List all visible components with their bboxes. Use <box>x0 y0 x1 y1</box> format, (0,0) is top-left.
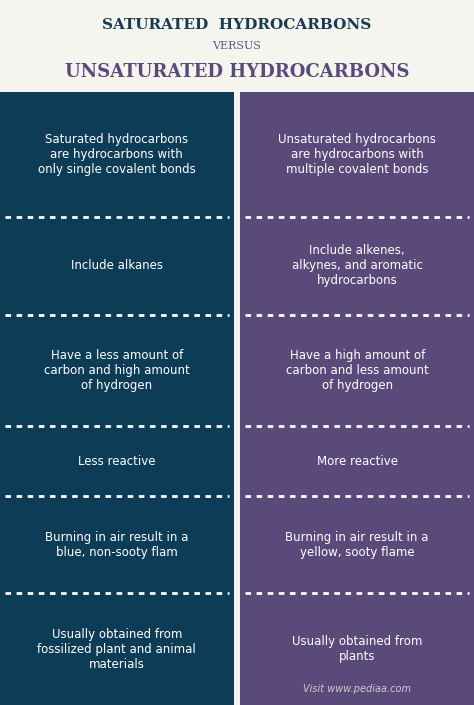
Text: Visit www.pediaa.com: Visit www.pediaa.com <box>303 685 411 694</box>
Text: Unsaturated hydrocarbons
are hydrocarbons with
multiple covalent bonds: Unsaturated hydrocarbons are hydrocarbon… <box>278 133 436 176</box>
Text: SATURATED  HYDROCARBONS: SATURATED HYDROCARBONS <box>102 18 372 32</box>
FancyBboxPatch shape <box>240 92 474 217</box>
Text: Less reactive: Less reactive <box>78 455 155 467</box>
Text: Saturated hydrocarbons
are hydrocarbons with
only single covalent bonds: Saturated hydrocarbons are hydrocarbons … <box>38 133 196 176</box>
FancyBboxPatch shape <box>0 427 234 496</box>
FancyBboxPatch shape <box>0 594 234 705</box>
Text: Include alkenes,
alkynes, and aromatic
hydrocarbons: Include alkenes, alkynes, and aromatic h… <box>292 245 423 288</box>
Text: Usually obtained from
plants: Usually obtained from plants <box>292 635 422 663</box>
Text: UNSATURATED HYDROCARBONS: UNSATURATED HYDROCARBONS <box>65 63 409 81</box>
FancyBboxPatch shape <box>240 594 474 705</box>
Text: VERSUS: VERSUS <box>212 41 262 51</box>
Text: Have a less amount of
carbon and high amount
of hydrogen: Have a less amount of carbon and high am… <box>44 349 190 392</box>
Text: Burning in air result in a
blue, non-sooty flam: Burning in air result in a blue, non-soo… <box>45 531 189 558</box>
FancyBboxPatch shape <box>0 92 234 217</box>
Text: Include alkanes: Include alkanes <box>71 259 163 272</box>
FancyBboxPatch shape <box>0 496 234 594</box>
FancyBboxPatch shape <box>240 427 474 496</box>
FancyBboxPatch shape <box>0 217 234 314</box>
Text: More reactive: More reactive <box>317 455 398 467</box>
FancyBboxPatch shape <box>240 314 474 427</box>
FancyBboxPatch shape <box>0 314 234 427</box>
Text: Have a high amount of
carbon and less amount
of hydrogen: Have a high amount of carbon and less am… <box>286 349 428 392</box>
Text: Burning in air result in a
yellow, sooty flame: Burning in air result in a yellow, sooty… <box>285 531 429 558</box>
FancyBboxPatch shape <box>240 217 474 314</box>
FancyBboxPatch shape <box>240 496 474 594</box>
Text: Usually obtained from
fossilized plant and animal
materials: Usually obtained from fossilized plant a… <box>37 627 196 670</box>
